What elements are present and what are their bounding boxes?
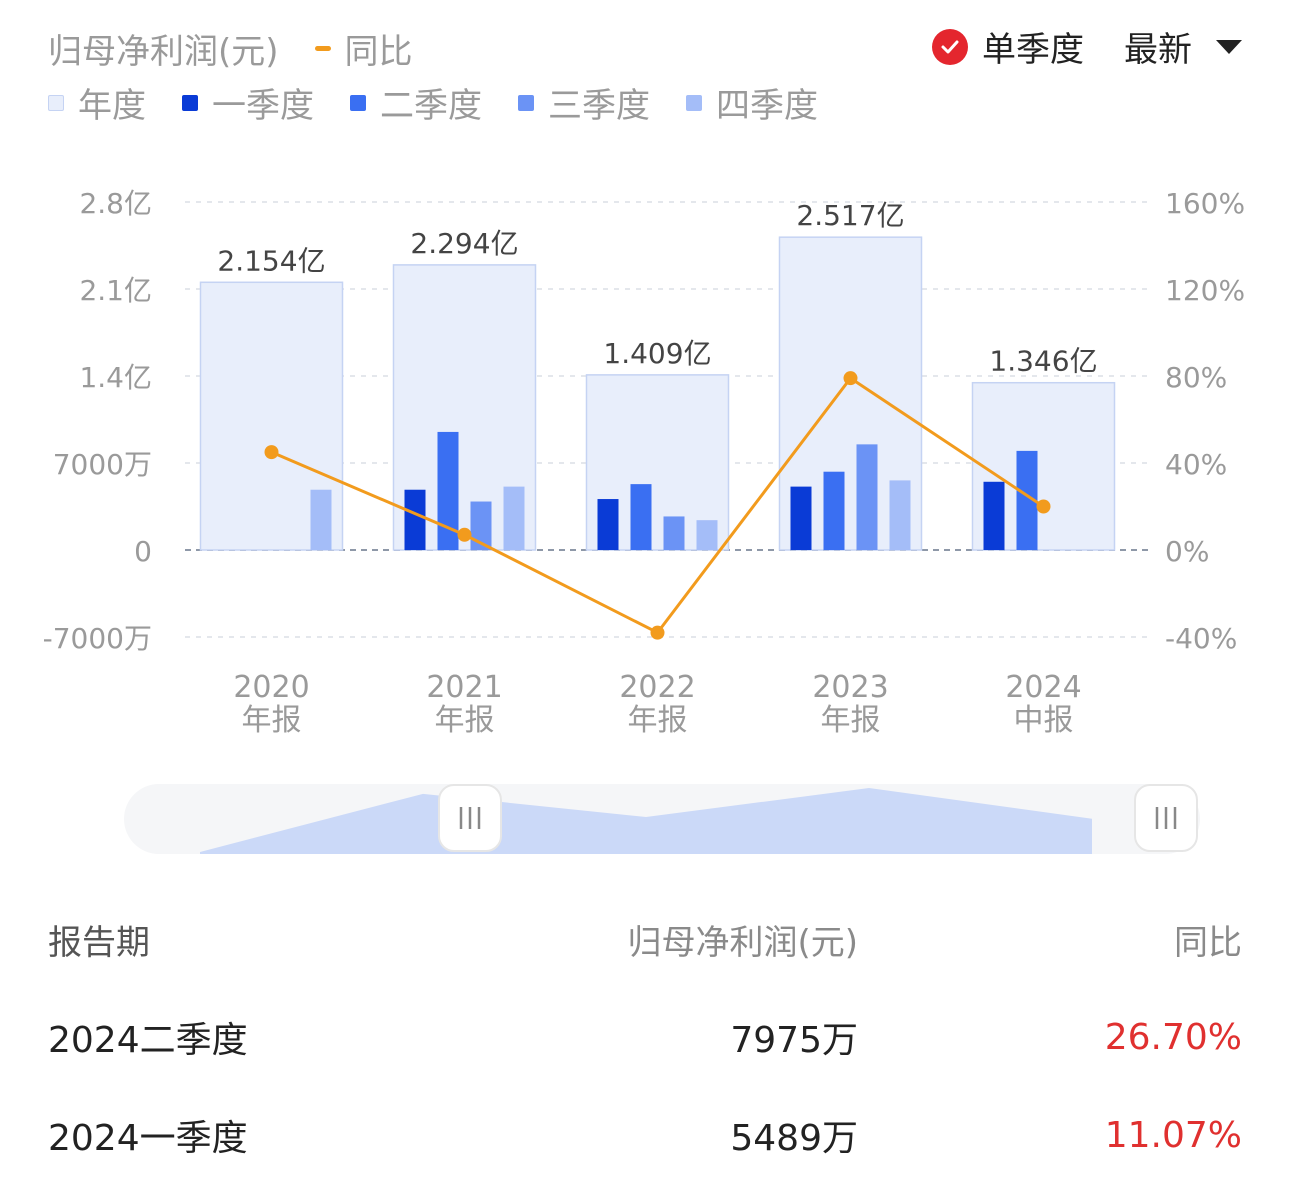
axis-labels: 2.8亿 160% 2.1亿 120% 1.4亿 80% 7000万 40% 0 0% -7000万… [43,187,1245,738]
legend-q4-swatch [686,94,702,111]
legend-q4-label: 四季度 [716,86,818,126]
quarter-bars [310,431,1038,550]
table-row[interactable]: 2024一季度 5489万 11.07% [48,1086,1242,1184]
chevron-down-icon[interactable] [1216,39,1242,54]
legend-q1-swatch [182,94,198,111]
yoy-point [843,371,858,386]
x-axis-tick: 2023 [812,670,888,705]
row-yoy: 26.70% [1104,1016,1242,1058]
range-handle-left[interactable] [438,784,502,852]
quarter-bar [889,480,911,550]
legend-q1-label: 一季度 [212,86,314,126]
yoy-point [457,527,472,542]
right-axis-tick: -40% [1165,622,1237,655]
right-axis-tick: 40% [1165,448,1227,481]
table-header: 报告期 归母净利润(元) 同比 [48,890,1242,988]
annual-bars: 2.154亿 2.294亿 1.409亿 2.517亿 1.346亿 [199,199,1116,551]
x-axis-tick: 中报 [1014,703,1074,738]
quarter-bar [470,501,492,550]
quarter-bar [790,486,812,550]
header-net-profit: 归母净利润(元) [627,922,858,963]
left-axis-tick: 7000万 [53,448,152,481]
chart-title: 归母净利润(元) [48,32,279,72]
table-row[interactable]: 2024二季度 7975万 26.70% [48,988,1242,1086]
sort-dropdown-label[interactable]: 最新 [1124,30,1192,70]
left-axis-tick: 1.4亿 [79,361,152,394]
yoy-point [264,445,279,460]
quarter-bar [630,484,652,550]
single-quarter-label[interactable]: 单季度 [982,30,1084,70]
x-axis-tick: 2024 [1005,670,1081,705]
quarter-bar [983,481,1005,550]
range-slider[interactable] [124,784,1200,854]
header-period: 报告期 [48,922,150,963]
annual-value-label: 1.346亿 [989,345,1097,378]
legend-annual-swatch [48,94,64,111]
quarter-bar [696,520,718,550]
series-legend: 年度 一季度 二季度 三季度 四季度 [48,78,854,127]
legend-q4[interactable]: 四季度 [686,78,818,127]
right-axis-tick: 120% [1165,274,1245,307]
x-axis-tick: 年报 [628,703,688,738]
quarter-bar [437,431,459,550]
row-value: 7975万 [730,1020,858,1061]
x-axis-tick: 2022 [619,670,695,705]
quarter-bar [856,444,878,550]
left-axis-tick: -7000万 [43,622,152,655]
legend-q3[interactable]: 三季度 [518,78,650,127]
quarter-bar [404,489,426,550]
quarter-bar [597,499,619,550]
legend-yoy[interactable]: 同比 [314,24,413,73]
annual-value-label: 2.154亿 [217,244,325,277]
annual-value-label: 1.409亿 [603,337,711,370]
single-quarter-checkbox[interactable] [932,28,968,65]
right-axis-tick: 0% [1165,535,1209,568]
quarter-bar [823,471,845,550]
legend-yoy-label: 同比 [344,32,413,72]
x-axis-tick: 2020 [233,670,309,705]
x-axis-tick: 年报 [435,703,495,738]
x-axis-tick: 2021 [426,670,502,705]
yoy-line-swatch [314,46,331,51]
row-value: 5489万 [730,1118,858,1159]
quarter-bar [663,516,685,550]
row-yoy: 11.07% [1104,1114,1242,1156]
right-axis-tick: 80% [1165,361,1227,394]
legend-q1[interactable]: 一季度 [182,78,314,127]
chart-controls: 单季度 最新 [932,22,1242,71]
grip-icon [459,807,481,829]
quarter-bar [503,486,525,550]
range-overview [124,784,1200,854]
row-period: 2024一季度 [48,1118,248,1159]
left-axis-tick: 2.1亿 [79,274,152,307]
legend-q2-swatch [350,94,366,111]
grip-icon [1155,807,1177,829]
chart-legend-header: 归母净利润(元) 同比 [48,24,413,73]
legend-annual-label: 年度 [78,86,146,126]
x-axis-tick: 年报 [821,703,881,738]
yoy-point [1036,499,1051,514]
row-period: 2024二季度 [48,1020,248,1061]
range-handle-right[interactable] [1134,784,1198,852]
yoy-point [650,625,665,640]
annual-value-label: 2.517亿 [796,199,904,232]
legend-annual[interactable]: 年度 [48,78,146,127]
report-table: 报告期 归母净利润(元) 同比 2024二季度 7975万 26.70% 202… [48,890,1242,1184]
legend-q2[interactable]: 二季度 [350,78,482,127]
right-axis-tick: 160% [1165,187,1245,220]
annual-value-label: 2.294亿 [410,227,518,260]
check-icon [941,40,959,53]
quarter-bar [1016,450,1038,550]
yoy-line-layer [264,371,1051,640]
x-axis-tick: 年报 [242,703,302,738]
quarter-bar [310,489,332,550]
legend-q3-swatch [518,94,534,111]
legend-q2-label: 二季度 [380,86,482,126]
left-axis-tick: 0 [134,535,152,568]
header-yoy: 同比 [1174,922,1242,963]
legend-q3-label: 三季度 [548,86,650,126]
left-axis-tick: 2.8亿 [79,187,152,220]
